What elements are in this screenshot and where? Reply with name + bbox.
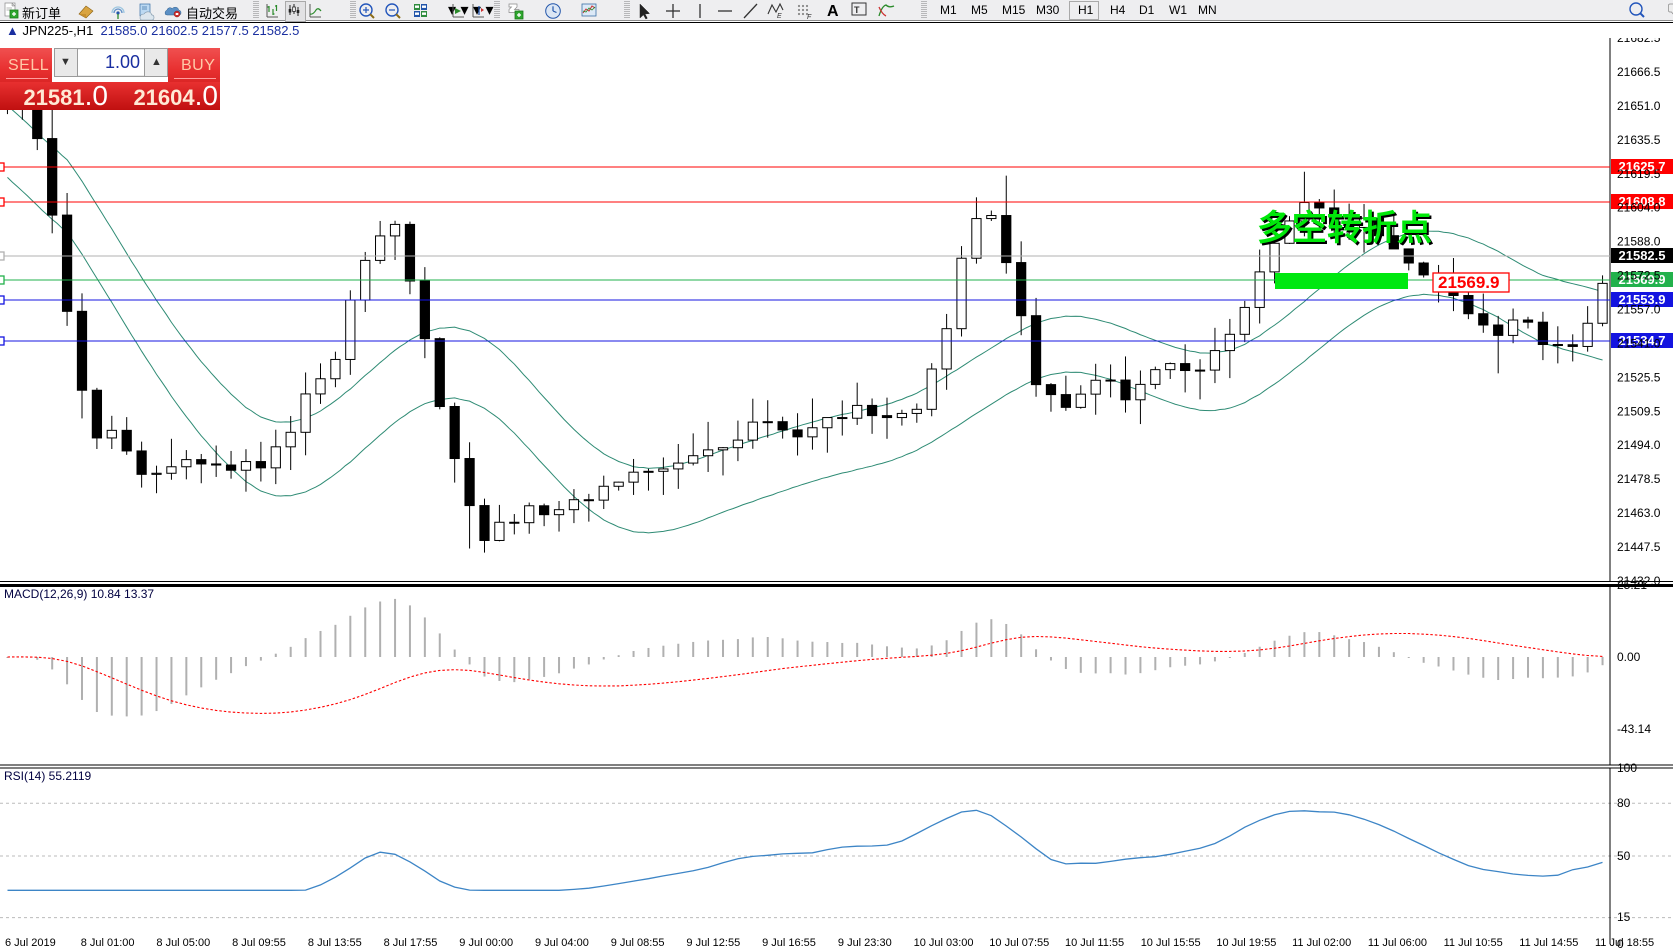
svg-text:10 Jul 19:55: 10 Jul 19:55 — [1216, 937, 1276, 949]
svg-text:15: 15 — [1617, 910, 1631, 924]
svg-text:11 Jul 02:00: 11 Jul 02:00 — [1292, 937, 1351, 949]
svg-text:50: 50 — [1617, 849, 1631, 863]
svg-text:10 Jul 07:55: 10 Jul 07:55 — [989, 937, 1049, 949]
svg-text:-43.14: -43.14 — [1617, 722, 1651, 736]
svg-text:6 Jul 2019: 6 Jul 2019 — [5, 937, 56, 949]
svg-text:0.00: 0.00 — [1617, 650, 1641, 664]
svg-text:8 Jul 09:55: 8 Jul 09:55 — [232, 937, 286, 949]
svg-text:11 Jul 18:55: 11 Jul 18:55 — [1595, 937, 1654, 949]
svg-text:8 Jul 01:00: 8 Jul 01:00 — [81, 937, 135, 949]
svg-text:100: 100 — [1617, 761, 1637, 775]
svg-text:9 Jul 23:30: 9 Jul 23:30 — [838, 937, 892, 949]
svg-text:10 Jul 03:00: 10 Jul 03:00 — [914, 937, 974, 949]
svg-text:9 Jul 00:00: 9 Jul 00:00 — [459, 937, 513, 949]
svg-text:9 Jul 08:55: 9 Jul 08:55 — [611, 937, 665, 949]
svg-text:9 Jul 04:00: 9 Jul 04:00 — [535, 937, 589, 949]
svg-text:10 Jul 15:55: 10 Jul 15:55 — [1141, 937, 1201, 949]
svg-text:8 Jul 05:00: 8 Jul 05:00 — [156, 937, 210, 949]
svg-text:10 Jul 11:55: 10 Jul 11:55 — [1065, 937, 1124, 949]
svg-text:11 Jul 10:55: 11 Jul 10:55 — [1444, 937, 1503, 949]
svg-text:MACD(12,26,9) 10.84 13.37: MACD(12,26,9) 10.84 13.37 — [4, 587, 154, 601]
svg-text:80: 80 — [1617, 796, 1631, 810]
svg-text:8 Jul 17:55: 8 Jul 17:55 — [384, 937, 438, 949]
svg-text:25.21: 25.21 — [1617, 578, 1647, 592]
svg-text:RSI(14) 55.2119: RSI(14) 55.2119 — [4, 769, 91, 783]
svg-text:8 Jul 13:55: 8 Jul 13:55 — [308, 937, 362, 949]
svg-text:9 Jul 16:55: 9 Jul 16:55 — [762, 937, 816, 949]
svg-text:11 Jul 06:00: 11 Jul 06:00 — [1368, 937, 1427, 949]
svg-text:11 Jul 14:55: 11 Jul 14:55 — [1519, 937, 1578, 949]
svg-text:9 Jul 12:55: 9 Jul 12:55 — [686, 937, 740, 949]
